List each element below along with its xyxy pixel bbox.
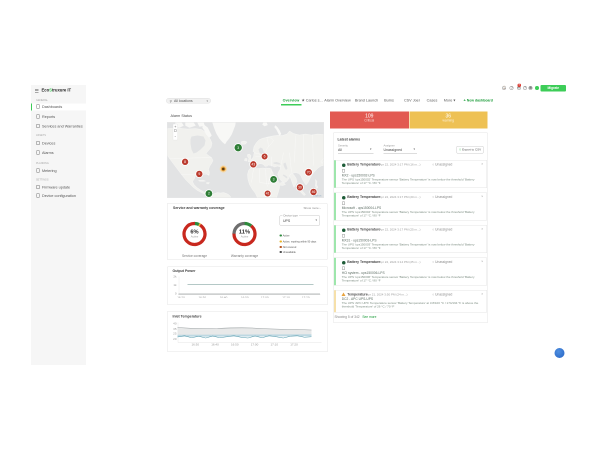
svg-text:16:40: 16:40 [220,296,228,299]
svg-text:3: 3 [237,146,239,150]
svg-text:2k: 2k [173,275,177,279]
svg-text:8: 8 [184,160,186,164]
svg-text:70: 70 [307,170,311,174]
svg-text:35: 35 [173,327,177,331]
svg-text:0: 0 [175,292,177,296]
svg-text:20: 20 [173,337,177,341]
svg-text:16:40: 16:40 [211,342,219,346]
svg-text:3: 3 [273,178,275,182]
svg-text:25: 25 [173,331,177,335]
svg-text:16:50: 16:50 [231,342,239,346]
svg-text:17:20: 17:20 [290,342,298,346]
svg-text:2: 2 [208,192,210,196]
svg-text:16:30: 16:30 [198,296,206,299]
svg-text:17:20: 17:20 [302,296,310,299]
svg-text:1k: 1k [173,283,177,287]
svg-text:16:30: 16:30 [191,342,199,346]
svg-text:Active: Active [241,234,249,238]
svg-text:9: 9 [198,172,200,176]
svg-text:43: 43 [251,163,255,167]
svg-text:6%: 6% [190,229,198,235]
svg-text:+: + [174,124,177,129]
svg-text:17:00: 17:00 [261,296,269,299]
svg-text:17:10: 17:10 [282,296,290,299]
svg-text:16:20: 16:20 [177,296,185,299]
svg-text:41: 41 [266,192,270,196]
svg-text:17:10: 17:10 [270,342,278,346]
svg-text:46: 46 [312,190,316,194]
svg-text:Active: Active [191,235,199,239]
svg-text:30: 30 [298,186,302,190]
svg-text:-: - [175,134,177,139]
svg-text:11%: 11% [239,229,250,235]
svg-text:16:50: 16:50 [241,296,249,299]
svg-text:40: 40 [173,321,177,325]
svg-text:6: 6 [264,155,266,159]
svg-text:17:00: 17:00 [251,342,259,346]
svg-text:mapbox: mapbox [313,195,322,198]
